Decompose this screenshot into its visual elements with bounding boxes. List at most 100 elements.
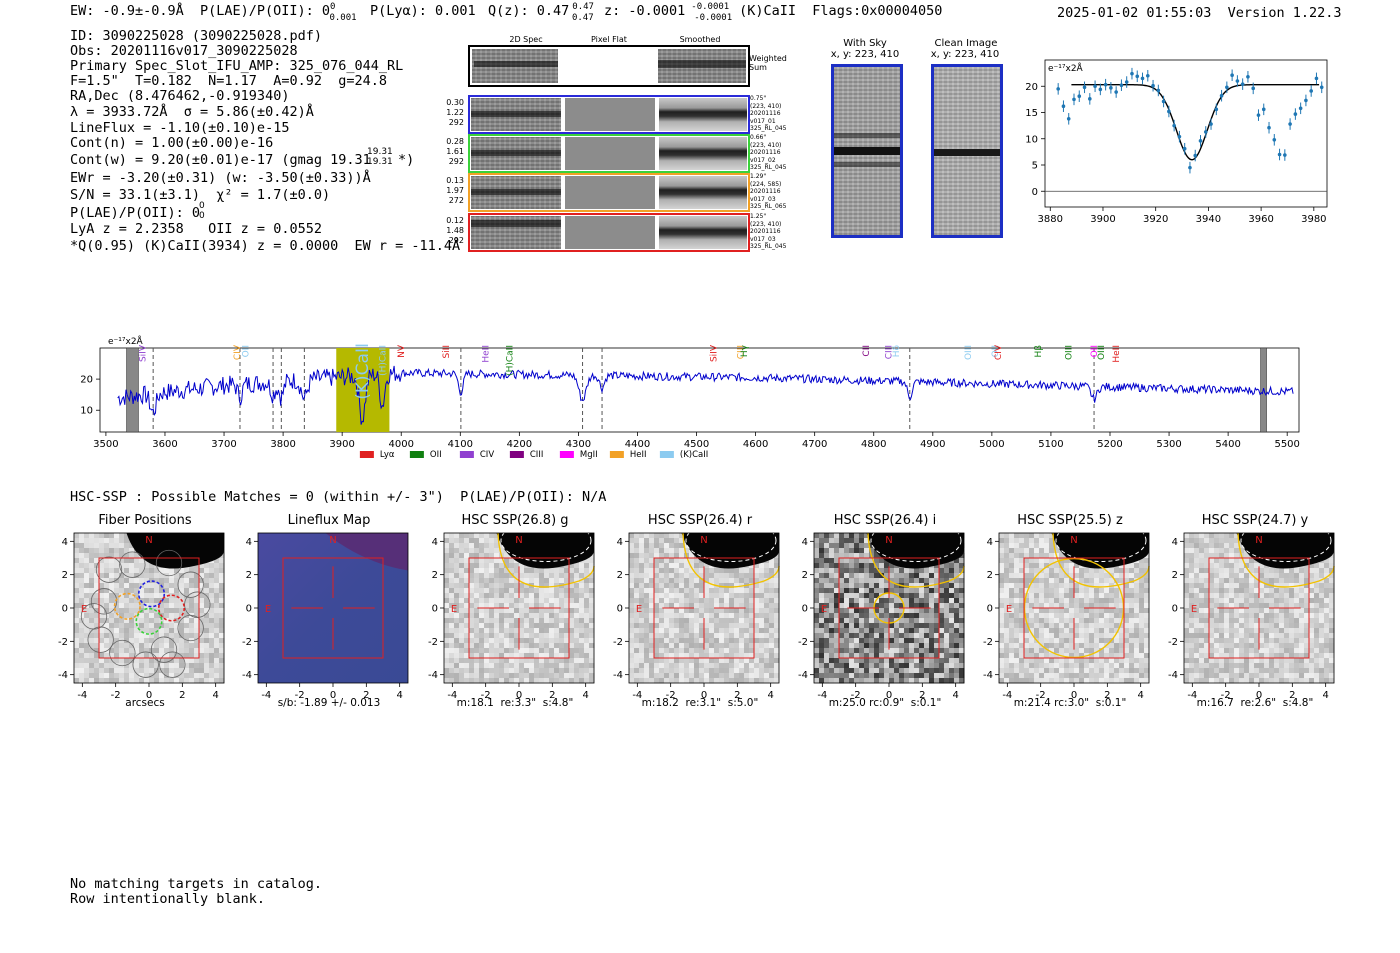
spectrum-xtick-label: 3900 xyxy=(329,439,354,450)
zoom-data-point xyxy=(1066,117,1071,121)
header-plya: P(Lyα): 0.001 xyxy=(370,3,476,19)
weighted-sum-label: Weighted Sum xyxy=(749,54,787,72)
zoom-data-point xyxy=(1193,153,1198,158)
info-sn-chi2: S/N = 33.1(±3.1) χ² = 1.7(±0.0) xyxy=(70,187,331,203)
cutout-pixelflat xyxy=(565,216,655,249)
cutout-stat: 292 xyxy=(448,157,464,166)
cutout-meta: 1.25" xyxy=(750,213,767,220)
cutout-2dspec xyxy=(471,216,561,249)
hsc-panel-hsc: N E -4 -4 -2 -2 0 0 2 2 4 4 xyxy=(613,527,780,701)
cutout-meta: 1.29" xyxy=(750,173,767,180)
axis-tick-label: -2 xyxy=(851,690,861,701)
axis-tick-label: 2 xyxy=(734,690,740,701)
info-plae-sub: 0 xyxy=(199,211,205,221)
zoom-xtick-label: 3980 xyxy=(1301,214,1326,225)
zoom-xtick-label: 3920 xyxy=(1143,214,1168,225)
axis-tick-label: -2 xyxy=(295,690,305,701)
axis-tick-label: -4 xyxy=(77,690,87,701)
zoom-ytick-label: 20 xyxy=(1025,82,1038,93)
spectrum-line-label: OII xyxy=(991,345,1001,357)
fov-square xyxy=(653,557,755,659)
clean-image-title: Clean Image xyxy=(934,38,998,49)
legend-label: OII xyxy=(430,450,442,460)
axis-tick-label: 2 xyxy=(919,690,925,701)
spectrum-xtick-label: 4800 xyxy=(861,439,886,450)
cutout-meta: v017_03 xyxy=(750,195,776,203)
axis-tick-label: 0 xyxy=(1256,690,1262,701)
axis-tick-label: -4 xyxy=(242,670,252,681)
east-marker: E xyxy=(81,604,87,615)
axis-tick-label: 4 xyxy=(1172,537,1178,548)
header-qz: Q(z): 0.47 0.470.47 xyxy=(488,2,594,23)
zoom-data-point xyxy=(1230,73,1234,78)
hsc-panel-title: HSC SSP(25.5) z xyxy=(1017,513,1123,528)
zoom-data-point xyxy=(1077,94,1082,99)
fiber-circle xyxy=(90,588,118,615)
axis-tick-label: -4 xyxy=(1187,690,1197,701)
axis-tick-label: -2 xyxy=(242,637,252,648)
zoom-data-point xyxy=(1056,87,1060,91)
zoom-data-point xyxy=(1203,130,1208,134)
zoom-data-point xyxy=(1267,125,1271,130)
zoom-data-point xyxy=(1119,83,1124,87)
cutout-stat: 1.61 xyxy=(446,147,464,156)
hsc-panel-caption: m:25.0 rc:0.9" s:0.1" xyxy=(828,697,942,709)
axis-tick-label: -4 xyxy=(447,690,457,701)
axis-tick-label: 2 xyxy=(1104,690,1110,701)
info-lineflux: LineFlux = -1.10(±0.10)e-15 xyxy=(70,120,290,136)
axis-tick-label: 0 xyxy=(146,690,152,701)
spectrum-xtick-label: 4300 xyxy=(566,439,591,450)
cutout-meta: (224, 585) xyxy=(750,180,782,188)
cutout-header-smoothed: Smoothed xyxy=(679,35,721,44)
axis-tick-label: -2 xyxy=(666,690,676,701)
axis-tick-label: -4 xyxy=(798,670,808,681)
axis-tick-label: 2 xyxy=(1172,570,1178,581)
cutout-row-1 xyxy=(468,95,750,134)
spectrum-line-label: SiIV xyxy=(710,344,720,362)
zoom-data-point xyxy=(1261,107,1266,112)
axis-tick-label: 2 xyxy=(987,570,993,581)
hsc-panel-hsc_z: N E -4 -4 -2 -2 0 0 2 2 4 4 xyxy=(983,527,1150,701)
fiber-circle xyxy=(177,571,204,598)
spectrum-ytick-label: 20 xyxy=(80,375,93,386)
east-marker: E xyxy=(1191,604,1197,615)
axis-tick-label: -2 xyxy=(481,690,491,701)
spectrum-line-label: CIII xyxy=(736,345,746,359)
legend-label: MgII xyxy=(580,450,598,460)
spectrum-xtick-label: 3800 xyxy=(270,439,295,450)
aperture-ellipse xyxy=(685,527,777,562)
source-ellipse xyxy=(497,532,595,588)
axis-tick-label: 2 xyxy=(549,690,555,701)
info-primary-slot: Primary Spec_Slot_IFU_AMP: 325_076_044_R… xyxy=(70,58,404,74)
fiber-circle xyxy=(119,551,146,578)
axis-tick-label: 4 xyxy=(767,690,773,701)
spectrum-line-label: OIII xyxy=(1065,345,1075,360)
info-cont-w: Cont(w) = 9.20(±0.01)e-17 (gmag 19.31 xyxy=(70,152,371,168)
galaxy-blob xyxy=(126,533,224,569)
axis-tick-label: -2 xyxy=(1168,637,1178,648)
spectrum-line-label: CIV xyxy=(994,344,1004,360)
north-marker: N xyxy=(1070,535,1077,546)
north-marker: N xyxy=(329,535,336,546)
spectrum-xtick-label: 4000 xyxy=(389,439,414,450)
zoom-data-point xyxy=(1135,74,1140,79)
cutout-pixelflat xyxy=(565,137,655,170)
zoom-data-point xyxy=(1182,146,1187,151)
north-marker: N xyxy=(1255,535,1262,546)
spectrum-masked-region xyxy=(126,347,139,433)
zoom-data-point xyxy=(1235,79,1240,83)
fov-square xyxy=(1208,557,1310,659)
axis-tick-label: -4 xyxy=(428,670,438,681)
clean-image xyxy=(931,64,1003,238)
cutout-meta: 20201116 xyxy=(750,110,781,117)
info-fiber-params: F=1.5" T=0.182 N=1.17 A=0.92 g=24.8 xyxy=(70,73,387,89)
zoom-data-point xyxy=(1251,86,1256,91)
axis-tick-label: 4 xyxy=(617,537,623,548)
header-datetime: 2025-01-02 01:55:03 Version 1.22.3 xyxy=(1057,5,1342,21)
legend-swatch xyxy=(659,451,674,458)
axis-tick-label: -4 xyxy=(632,690,642,701)
with-sky-image xyxy=(831,64,903,238)
axis-tick-label: 2 xyxy=(363,690,369,701)
hsc-panel-title: Lineflux Map xyxy=(287,513,371,528)
info-gmag-sup: 19.31 xyxy=(367,147,393,157)
